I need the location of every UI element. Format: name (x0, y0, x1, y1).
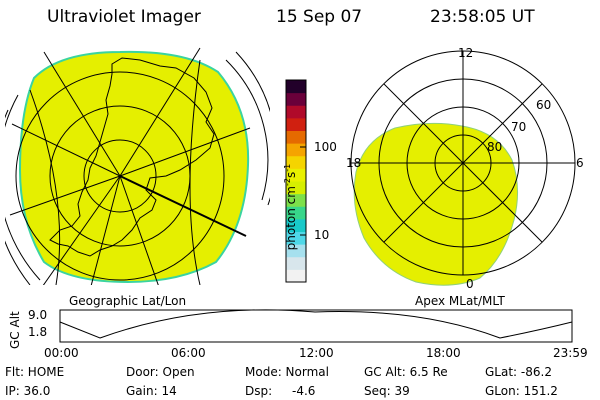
date-label: 15 Sep 07 (276, 7, 363, 27)
status-flt: Flt: HOME (5, 365, 65, 379)
altitude-ytick-1: 1.8 (28, 325, 48, 339)
colorbar-band (286, 218, 306, 232)
geographic-map (5, 47, 270, 285)
unit-exp-cm: -2 (283, 178, 292, 187)
altitude-curve (59, 309, 573, 339)
mlt-label-18: 18 (346, 156, 362, 170)
altitude-ytick-9: 9.0 (28, 308, 48, 322)
time-label: 23:58:05 UT (430, 7, 535, 27)
altitude-plot (59, 309, 573, 343)
status-seq: Seq: 39 (364, 384, 410, 398)
mlt-label-6: 6 (576, 156, 584, 170)
left-panel-caption: Geographic Lat/Lon (69, 294, 187, 308)
status-glat: GLat: -86.2 (485, 365, 552, 379)
status-mode: Mode: Normal (245, 365, 329, 379)
altitude-xtick-0600: 06:00 (171, 346, 206, 360)
colorbar-band (286, 155, 306, 169)
mlt-label-0: 0 (466, 277, 474, 291)
polar-plot (350, 50, 576, 286)
altitude-xtick-2359: 23:59 (553, 346, 588, 360)
altitude-ylabel: GC Alt (8, 311, 22, 349)
colorbar-band (286, 244, 306, 258)
unit-exp-s: -1 (283, 163, 292, 172)
mlat-label-60: 60 (536, 98, 552, 112)
colorbar-band (286, 168, 306, 182)
mlt-label-12: 12 (458, 46, 474, 60)
mlat-label-70: 70 (511, 120, 527, 134)
altitude-xtick-1800: 18:00 (426, 346, 461, 360)
status-ip: IP: 36.0 (5, 384, 51, 398)
colorbar-band (286, 206, 306, 220)
colorbar-tick-100: 100 (314, 140, 337, 154)
altitude-xtick-1200: 12:00 (299, 346, 334, 360)
colorbar-unit-label: photon cm-2s-1 (272, 163, 298, 258)
colorbar-band (286, 143, 306, 157)
colorbar-band (286, 92, 306, 106)
colorbar-band (286, 105, 306, 119)
status-gc-alt: GC Alt: 6.5 Re (364, 365, 448, 379)
status-dsp-label: Dsp: (245, 384, 273, 398)
colorbar-band (286, 130, 306, 144)
instrument-title: Ultraviolet Imager (47, 7, 201, 27)
mlat-label-80: 80 (487, 140, 503, 154)
colorbar-band (286, 256, 306, 270)
colorbar-tick-10: 10 (314, 228, 330, 242)
status-door: Door: Open (126, 365, 195, 379)
left-emission-fill (18, 50, 250, 284)
right-panel-caption: Apex MLat/MLT (415, 294, 505, 308)
colorbar-band (286, 181, 306, 195)
status-glon: GLon: 151.2 (485, 384, 558, 398)
unit-base: photon cm (284, 186, 298, 251)
intensity-colorbar (285, 79, 307, 283)
altitude-xtick-0000: 00:00 (44, 346, 79, 360)
status-gain: Gain: 14 (126, 384, 177, 398)
colorbar-band (286, 269, 306, 283)
colorbar-band (286, 193, 306, 207)
unit-s: s (284, 171, 298, 179)
right-emission-fill (353, 122, 518, 286)
status-dsp-value: -4.6 (292, 384, 316, 398)
colorbar-band (286, 80, 306, 94)
colorbar-band (286, 117, 306, 131)
